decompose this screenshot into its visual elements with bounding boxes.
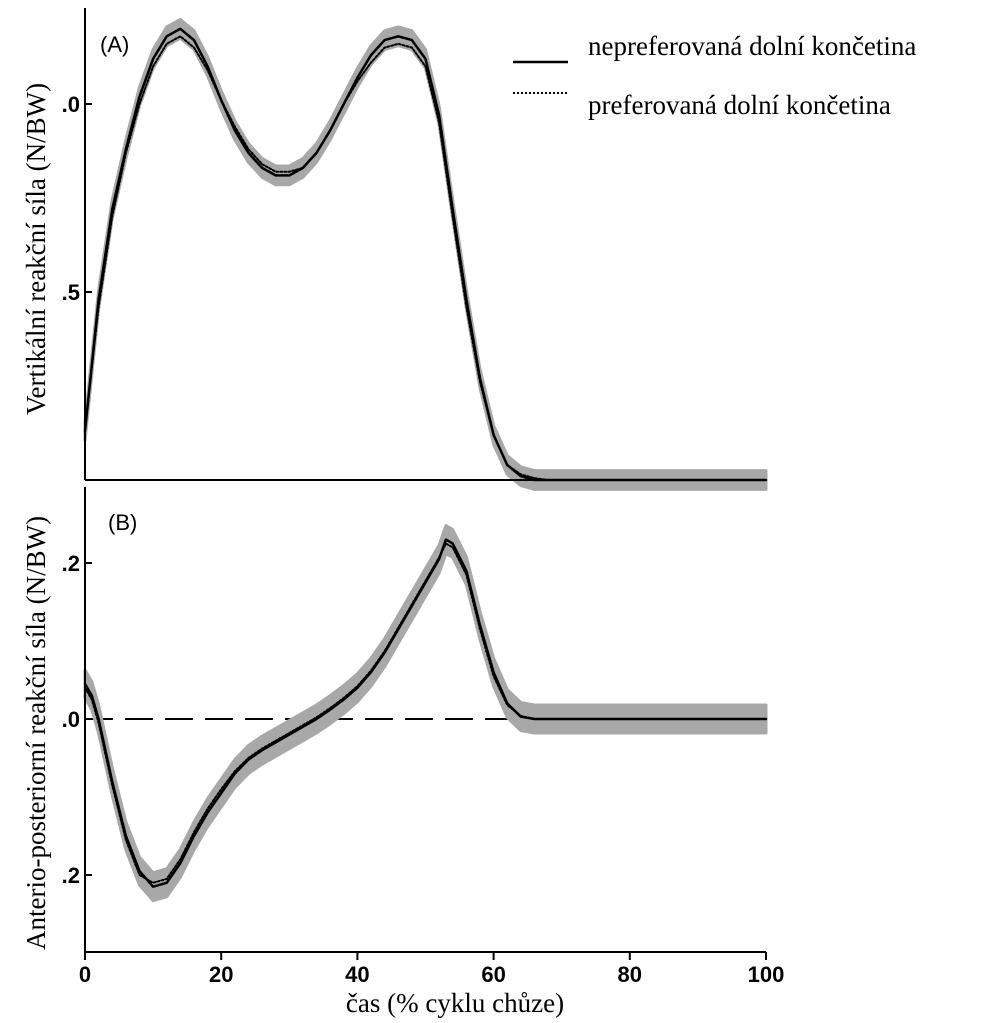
panel-a-y-tick-label: .5 [62,280,80,305]
panel-a-y-axis-title: Vertikální reakční síla (N/BW) [21,83,51,415]
panel-b-series-nonpreferred [83,538,768,888]
panel-b-y-axis-title: Anterio-posteriorní reakční síla (N/BW) [21,516,51,950]
panel-a-y-ticks: .0 .5 [62,92,92,305]
x-tick-label: 0 [79,962,91,987]
x-tick-label: 80 [618,962,642,987]
legend-label-nonpreferred: nepreferovaná dolní končetina [588,31,916,61]
panel-b-ap-force: (B) Anterio-posteriorní reakční síla (N/… [21,487,784,1018]
panel-a-axes [84,8,766,481]
x-tick-label: 60 [481,962,505,987]
panel-a-label: (A) [100,32,129,57]
panel-b-x-ticks: 0 20 40 60 80 100 [79,952,784,987]
x-axis-title: čas (% cyklu chůze) [346,988,564,1018]
panel-b-label: (B) [108,510,137,535]
panel-b-y-ticks: .2 .0 .2 [62,551,92,888]
panel-b-series [83,538,768,888]
panel-b-sd-band [83,524,768,903]
x-tick-label: 20 [209,962,233,987]
panel-b-y-tick-label: .2 [62,863,80,888]
panel-b-y-tick-label: .0 [62,707,80,732]
legend: nepreferovaná dolní končetina preferovan… [513,31,916,120]
panel-a-vertical-force: (A) Vertikální reakční síla (N/BW) .0.5 … [21,8,916,491]
legend-label-preferred: preferovaná dolní končetina [588,90,891,120]
x-tick-label: 40 [345,962,369,987]
panel-b-series-preferred [84,542,767,884]
x-tick-label: 100 [748,962,785,987]
panel-b-y-tick-label: .2 [62,551,80,576]
panel-a-y-tick-label: .0 [62,92,80,117]
panel-b-bands [83,524,768,903]
